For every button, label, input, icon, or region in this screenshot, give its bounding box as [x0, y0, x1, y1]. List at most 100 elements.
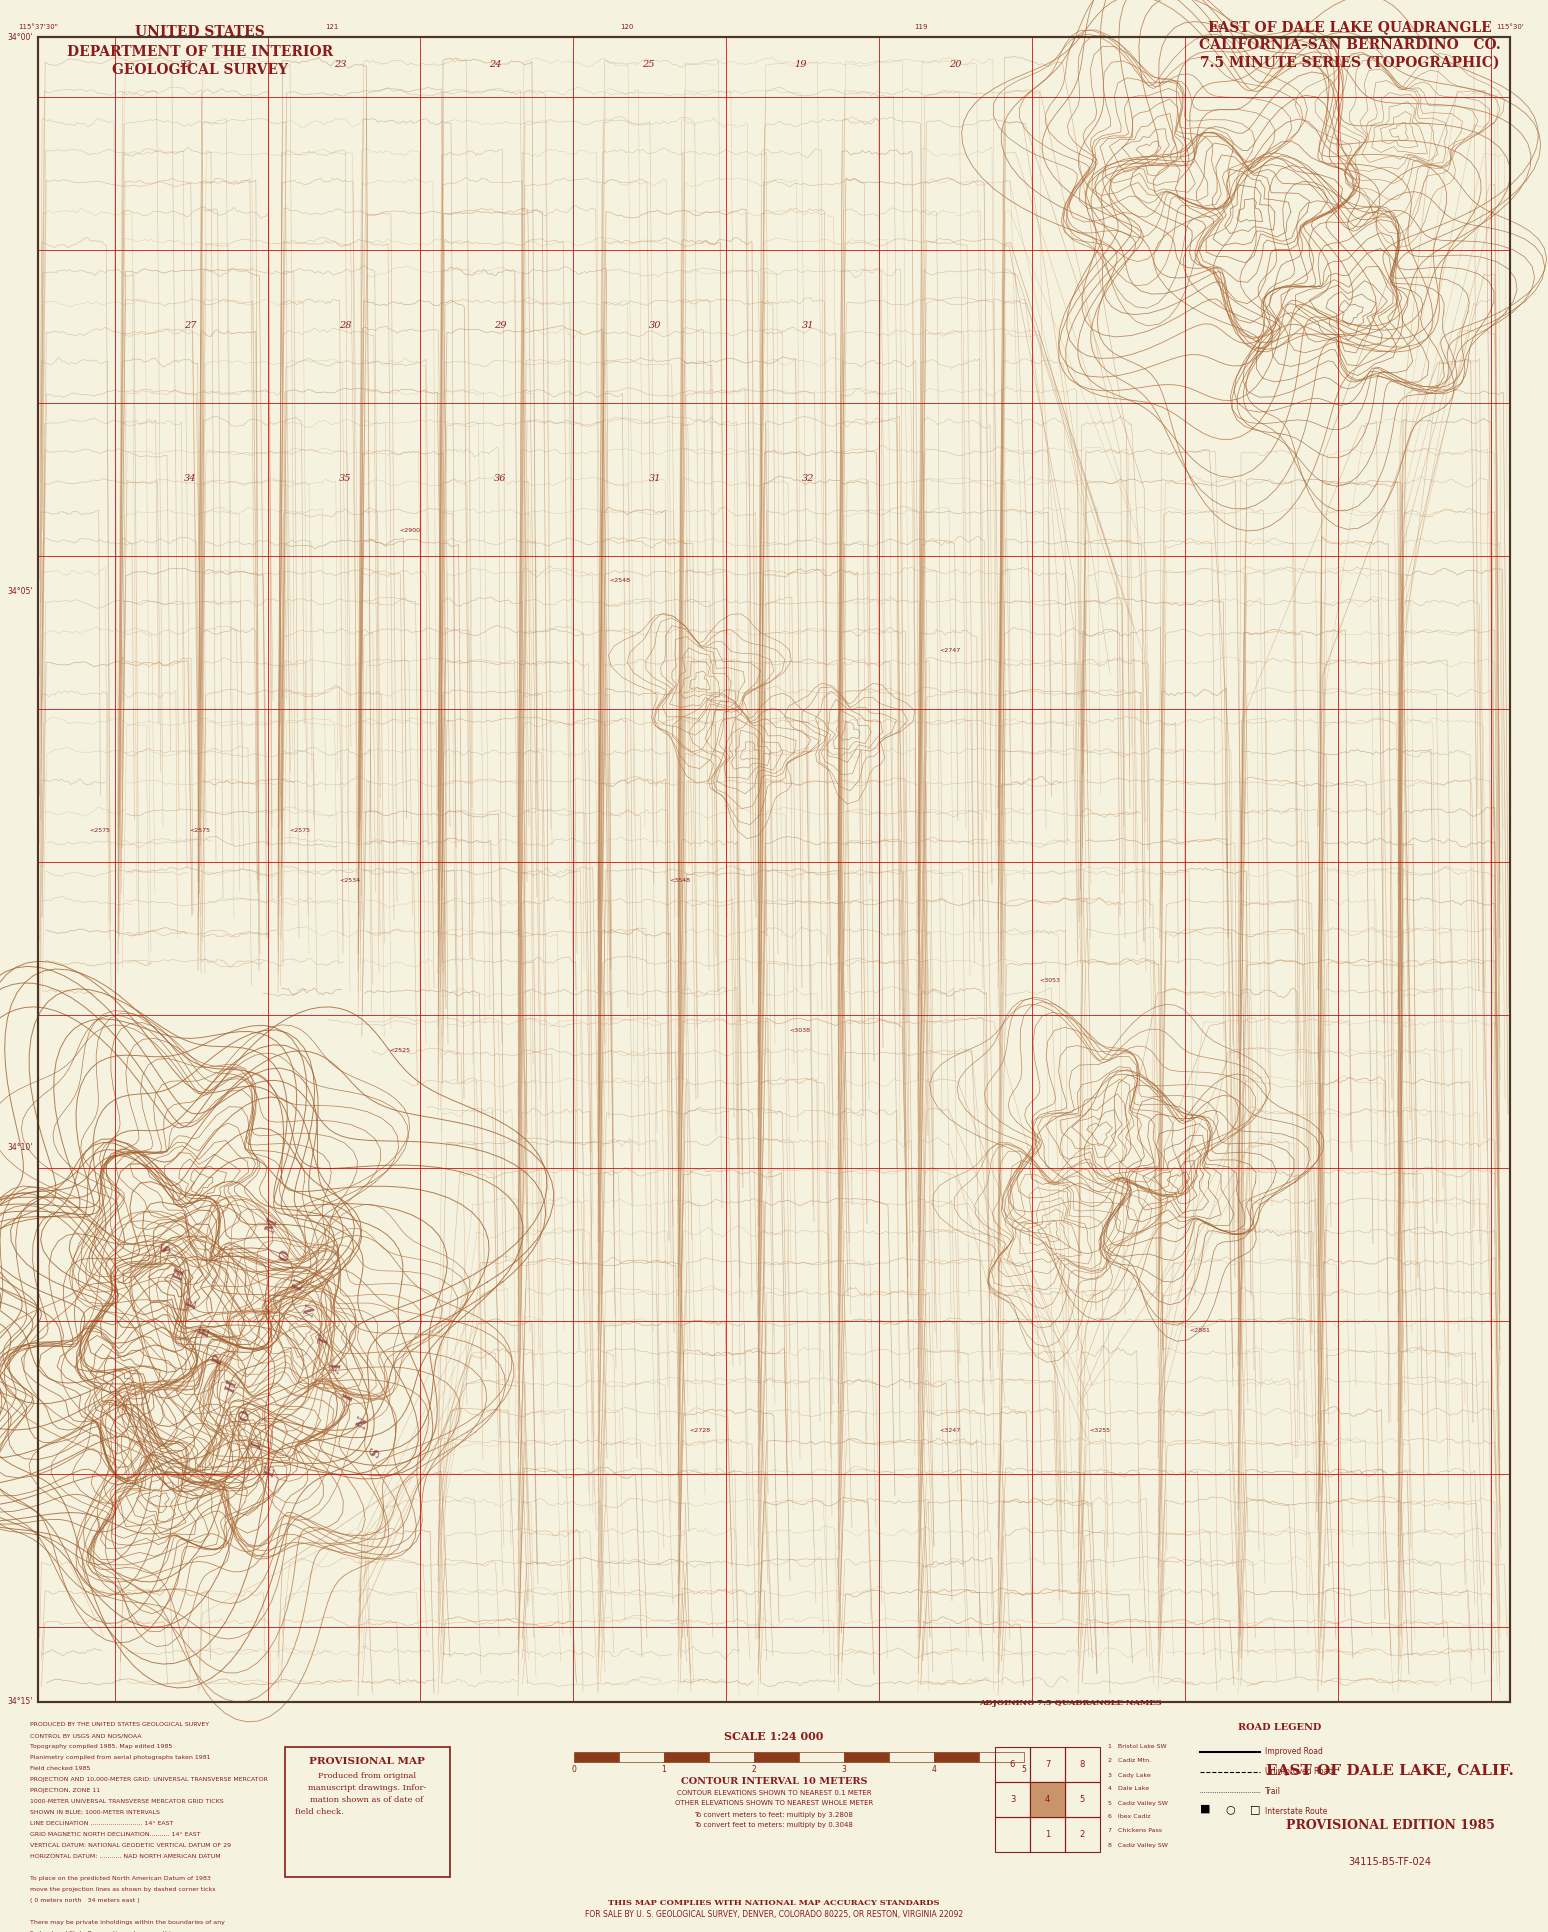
Text: 34°00': 34°00'	[8, 33, 33, 41]
Text: 2: 2	[752, 1766, 757, 1774]
Text: PROVISIONAL MAP: PROVISIONAL MAP	[310, 1756, 426, 1766]
Text: 0: 0	[571, 1766, 576, 1774]
Text: 1   Bristol Lake SW: 1 Bristol Lake SW	[1108, 1745, 1167, 1750]
Text: <3548: <3548	[669, 877, 690, 883]
Text: 31: 31	[649, 473, 661, 483]
Text: PROJECTION AND 10,000-METER GRID: UNIVERSAL TRANSVERSE MERCATOR: PROJECTION AND 10,000-METER GRID: UNIVER…	[29, 1777, 268, 1781]
Text: Trail: Trail	[1265, 1787, 1282, 1797]
Text: 34°05': 34°05'	[8, 587, 33, 597]
Bar	[664, 1752, 709, 1762]
Text: 1000-METER UNIVERSAL TRANSVERSE MERCATOR GRID TICKS: 1000-METER UNIVERSAL TRANSVERSE MERCATOR…	[29, 1799, 223, 1804]
Text: move the projection lines as shown by dashed corner ticks: move the projection lines as shown by da…	[29, 1888, 215, 1891]
Bar	[1065, 1781, 1101, 1816]
Bar	[709, 1752, 754, 1762]
Text: 121: 121	[325, 23, 339, 31]
Bar	[889, 1752, 933, 1762]
Text: S: S	[159, 1242, 175, 1256]
Text: 4: 4	[932, 1766, 937, 1774]
Text: Unimproved Road: Unimproved Road	[1265, 1768, 1333, 1777]
Text: 23: 23	[334, 60, 347, 70]
Text: 28: 28	[339, 321, 351, 330]
Text: L: L	[251, 1439, 266, 1451]
Text: Topography compiled 1985. Map edited 1985: Topography compiled 1985. Map edited 198…	[29, 1745, 172, 1748]
Text: 3: 3	[842, 1766, 847, 1774]
Text: 8   Cadiz Valley SW: 8 Cadiz Valley SW	[1108, 1843, 1167, 1847]
Text: <2575: <2575	[189, 829, 211, 833]
Text: P: P	[212, 1354, 228, 1368]
Text: 7.5 MINUTE SERIES (TOPOGRAPHIC): 7.5 MINUTE SERIES (TOPOGRAPHIC)	[1200, 56, 1500, 70]
Text: <2900: <2900	[399, 527, 421, 533]
Text: 1: 1	[661, 1766, 666, 1774]
Text: T: T	[317, 1335, 331, 1347]
Text: mation shown as of date of: mation shown as of date of	[311, 1797, 424, 1804]
Text: PRODUCED BY THE UNITED STATES GEOLOGICAL SURVEY: PRODUCED BY THE UNITED STATES GEOLOGICAL…	[29, 1721, 209, 1727]
Text: 5: 5	[1081, 1795, 1085, 1804]
Bar	[844, 1752, 889, 1762]
Text: To convert meters to feet: multiply by 3.2808: To convert meters to feet: multiply by 3…	[695, 1812, 853, 1818]
Text: 35: 35	[339, 473, 351, 483]
Text: 7: 7	[1045, 1760, 1050, 1770]
Bar	[285, 1747, 450, 1878]
Text: FOR SALE BY U. S. GEOLOGICAL SURVEY, DENVER, COLORADO 80225, OR RESTON, VIRGINIA: FOR SALE BY U. S. GEOLOGICAL SURVEY, DEN…	[585, 1911, 963, 1918]
Text: N: N	[303, 1304, 319, 1320]
Text: I: I	[344, 1395, 358, 1403]
Text: 36: 36	[494, 473, 506, 483]
Text: <2534: <2534	[339, 877, 361, 883]
Text: ( 0 meters north   34 meters east ): ( 0 meters north 34 meters east )	[29, 1897, 139, 1903]
Text: CONTROL BY USGS AND NOS/NOAA: CONTROL BY USGS AND NOS/NOAA	[29, 1733, 141, 1739]
Text: 34: 34	[184, 473, 197, 483]
Text: GRID MAGNETIC NORTH DECLINATION.......... 14° EAST: GRID MAGNETIC NORTH DECLINATION.........…	[29, 1832, 201, 1837]
Text: Interstate Route: Interstate Route	[1265, 1808, 1327, 1816]
Text: 115°37'30": 115°37'30"	[19, 23, 57, 31]
Text: 25: 25	[642, 60, 655, 70]
Text: ■: ■	[1200, 1804, 1211, 1814]
Text: 5: 5	[1022, 1766, 1026, 1774]
Text: E: E	[186, 1298, 201, 1312]
Bar	[995, 1816, 1029, 1853]
Text: A: A	[330, 1362, 345, 1376]
Text: 20: 20	[949, 60, 961, 70]
Text: Field checked 1985: Field checked 1985	[29, 1766, 90, 1772]
Text: field check.: field check.	[296, 1808, 344, 1816]
Text: <3255: <3255	[1090, 1428, 1110, 1434]
Text: 3: 3	[1009, 1795, 1015, 1804]
Text: 2   Cadiz Mtn.: 2 Cadiz Mtn.	[1108, 1758, 1152, 1764]
Bar	[995, 1747, 1029, 1781]
Text: PROVISIONAL EDITION 1985: PROVISIONAL EDITION 1985	[1285, 1820, 1494, 1832]
Text: H: H	[173, 1267, 189, 1283]
Text: 24: 24	[489, 60, 502, 70]
Text: CONTOUR INTERVAL 10 METERS: CONTOUR INTERVAL 10 METERS	[681, 1777, 867, 1785]
Text: CONTOUR ELEVATIONS SHOWN TO NEAREST 0.1 METER: CONTOUR ELEVATIONS SHOWN TO NEAREST 0.1 …	[676, 1791, 872, 1797]
Text: Improved Road: Improved Road	[1265, 1748, 1324, 1756]
Text: O: O	[238, 1408, 254, 1424]
Bar	[995, 1781, 1029, 1816]
Text: N: N	[356, 1416, 372, 1432]
Text: VERTICAL DATUM: NATIONAL GEODETIC VERTICAL DATUM OF 29: VERTICAL DATUM: NATIONAL GEODETIC VERTIC…	[29, 1843, 231, 1849]
Text: <2747: <2747	[940, 647, 961, 653]
Text: 31: 31	[802, 321, 814, 330]
Bar	[978, 1752, 1023, 1762]
Text: 2: 2	[1081, 1830, 1085, 1839]
Text: O: O	[279, 1250, 294, 1264]
Text: THIS MAP COMPLIES WITH NATIONAL MAP ACCURACY STANDARDS: THIS MAP COMPLIES WITH NATIONAL MAP ACCU…	[608, 1899, 940, 1907]
Text: DEPARTMENT OF THE INTERIOR: DEPARTMENT OF THE INTERIOR	[67, 44, 333, 60]
Text: 8: 8	[1081, 1760, 1085, 1770]
Text: 29: 29	[494, 321, 506, 330]
Text: <2575: <2575	[90, 829, 110, 833]
Text: 6: 6	[1009, 1760, 1015, 1770]
Text: 4: 4	[1045, 1795, 1050, 1804]
Text: GEOLOGICAL SURVEY: GEOLOGICAL SURVEY	[111, 64, 288, 77]
Text: Planimetry compiled from aerial photographs taken 1981: Planimetry compiled from aerial photogra…	[29, 1754, 211, 1760]
Text: PROJECTION, ZONE 11: PROJECTION, ZONE 11	[29, 1787, 101, 1793]
Text: <2548: <2548	[610, 578, 630, 583]
Text: 34115-B5-TF-024: 34115-B5-TF-024	[1348, 1857, 1432, 1866]
Text: ROAD LEGEND: ROAD LEGEND	[1238, 1723, 1322, 1731]
Text: CALIFORNIA–SAN BERNARDINO   CO.: CALIFORNIA–SAN BERNARDINO CO.	[1200, 39, 1502, 52]
Text: 3   Cady Lake: 3 Cady Lake	[1108, 1772, 1150, 1777]
Text: <2728: <2728	[689, 1428, 711, 1434]
Bar	[619, 1752, 664, 1762]
Text: E: E	[200, 1327, 214, 1339]
Text: manuscript drawings. Infor-: manuscript drawings. Infor-	[308, 1783, 426, 1793]
Text: 32: 32	[802, 473, 814, 483]
Text: 30: 30	[649, 321, 661, 330]
